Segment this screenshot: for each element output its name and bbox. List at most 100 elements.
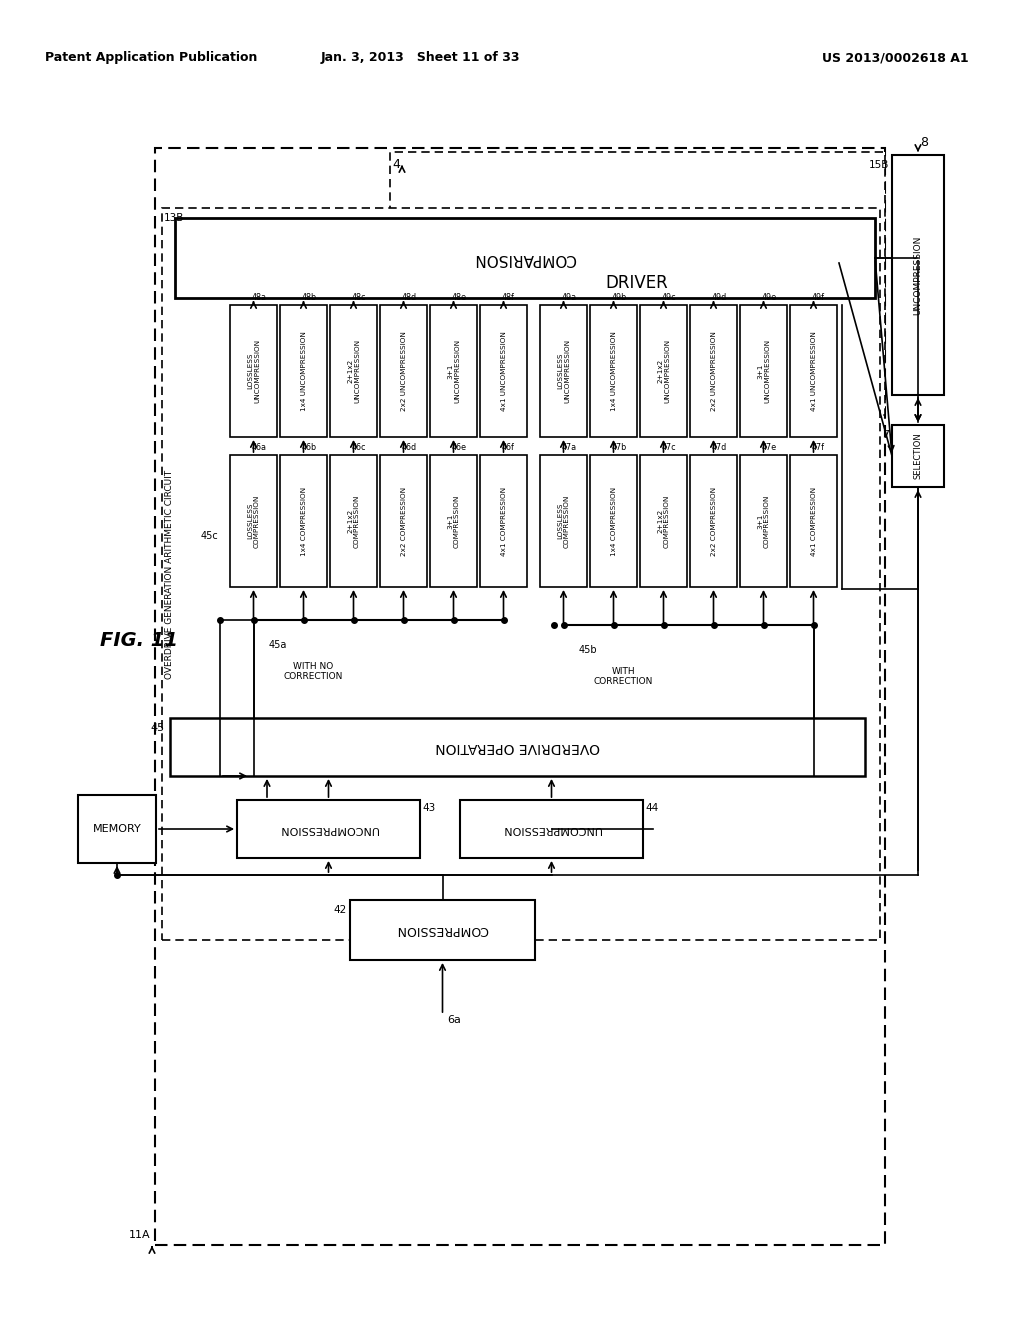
- Text: 48b: 48b: [301, 293, 316, 301]
- Text: 2+1x2
COMPRESSION: 2+1x2 COMPRESSION: [347, 494, 360, 548]
- Bar: [460, 800, 643, 858]
- Text: 47c: 47c: [662, 442, 676, 451]
- Text: 7: 7: [882, 430, 889, 440]
- Text: 43: 43: [422, 803, 435, 813]
- Text: OVERDRIVE GENERATION ARITHMETIC CIRCUIT: OVERDRIVE GENERATION ARITHMETIC CIRCUIT: [165, 470, 173, 678]
- Text: Jan. 3, 2013   Sheet 11 of 33: Jan. 3, 2013 Sheet 11 of 33: [321, 51, 520, 65]
- Text: 4x1 COMPRESSION: 4x1 COMPRESSION: [811, 487, 816, 556]
- Text: 4x1 COMPRESSION: 4x1 COMPRESSION: [501, 487, 507, 556]
- Text: 2x2 COMPRESSION: 2x2 COMPRESSION: [400, 487, 407, 556]
- Bar: [390, 152, 885, 414]
- Bar: [790, 455, 837, 587]
- Bar: [690, 305, 737, 437]
- Text: 1x4 COMPRESSION: 1x4 COMPRESSION: [300, 487, 306, 556]
- Text: 49b: 49b: [611, 293, 627, 301]
- Text: 2x2 COMPRESSION: 2x2 COMPRESSION: [711, 487, 717, 556]
- Bar: [480, 305, 527, 437]
- Text: 48c: 48c: [351, 293, 366, 301]
- Bar: [380, 305, 427, 437]
- Bar: [740, 455, 787, 587]
- Text: WITH NO
CORRECTION: WITH NO CORRECTION: [284, 663, 343, 681]
- Text: 11A: 11A: [128, 1230, 150, 1239]
- Text: 3+1
COMPRESSION: 3+1 COMPRESSION: [447, 494, 460, 548]
- Bar: [78, 795, 156, 863]
- Text: COMPRESSION: COMPRESSION: [396, 924, 488, 936]
- Text: 47a: 47a: [561, 442, 577, 451]
- Bar: [640, 305, 687, 437]
- Text: 1x4 COMPRESSION: 1x4 COMPRESSION: [610, 487, 616, 556]
- Text: 4x1 UNCOMPRESSION: 4x1 UNCOMPRESSION: [811, 331, 816, 411]
- Bar: [280, 455, 327, 587]
- Bar: [430, 305, 477, 437]
- Text: 47d: 47d: [712, 442, 727, 451]
- Text: 46b: 46b: [301, 442, 316, 451]
- Text: UNCOMPRESSION: UNCOMPRESSION: [280, 824, 378, 834]
- Text: 46f: 46f: [502, 442, 514, 451]
- Text: 1x4 UNCOMPRESSION: 1x4 UNCOMPRESSION: [300, 331, 306, 411]
- Bar: [237, 800, 420, 858]
- Bar: [892, 425, 944, 487]
- Text: 8: 8: [920, 136, 928, 149]
- Text: OVERDRIVE OPERATION: OVERDRIVE OPERATION: [435, 741, 600, 754]
- Text: 46d: 46d: [401, 442, 417, 451]
- Bar: [175, 218, 874, 298]
- Bar: [892, 154, 944, 395]
- Bar: [380, 455, 427, 587]
- Bar: [330, 455, 377, 587]
- Text: DRIVER: DRIVER: [605, 275, 669, 292]
- Bar: [162, 209, 880, 940]
- Text: 2x2 UNCOMPRESSION: 2x2 UNCOMPRESSION: [711, 331, 717, 411]
- Bar: [590, 305, 637, 437]
- Text: 48e: 48e: [452, 293, 467, 301]
- Text: 2+1x2
COMPRESSION: 2+1x2 COMPRESSION: [657, 494, 670, 548]
- Text: 6a: 6a: [447, 1015, 462, 1026]
- Text: 2+1x2
UNCOMPRESSION: 2+1x2 UNCOMPRESSION: [347, 339, 360, 403]
- Bar: [480, 455, 527, 587]
- Bar: [540, 455, 587, 587]
- Text: UNCOMPRESSION: UNCOMPRESSION: [913, 235, 923, 314]
- Bar: [640, 455, 687, 587]
- Text: 45: 45: [151, 723, 165, 733]
- Text: 2+1x2
UNCOMPRESSION: 2+1x2 UNCOMPRESSION: [657, 339, 670, 403]
- Bar: [330, 305, 377, 437]
- Text: MEMORY: MEMORY: [92, 824, 141, 834]
- Text: 45c: 45c: [201, 531, 218, 541]
- Bar: [790, 305, 837, 437]
- Text: 46e: 46e: [452, 442, 467, 451]
- Text: 49a: 49a: [561, 293, 577, 301]
- Text: 3+1
UNCOMPRESSION: 3+1 UNCOMPRESSION: [757, 339, 770, 403]
- Text: 42: 42: [334, 906, 347, 915]
- Text: 48a: 48a: [252, 293, 266, 301]
- Text: Patent Application Publication: Patent Application Publication: [45, 51, 257, 65]
- Text: 3+1
COMPRESSION: 3+1 COMPRESSION: [757, 494, 770, 548]
- Bar: [540, 305, 587, 437]
- Bar: [230, 305, 278, 437]
- Text: 4: 4: [392, 157, 400, 170]
- Text: 1x4 UNCOMPRESSION: 1x4 UNCOMPRESSION: [610, 331, 616, 411]
- Text: 48f: 48f: [502, 293, 514, 301]
- Text: 4x1 UNCOMPRESSION: 4x1 UNCOMPRESSION: [501, 331, 507, 411]
- Text: SELECTION: SELECTION: [913, 433, 923, 479]
- Text: 49d: 49d: [712, 293, 727, 301]
- Text: 47e: 47e: [762, 442, 776, 451]
- Text: 45b: 45b: [579, 645, 597, 655]
- Text: 3+1
UNCOMPRESSION: 3+1 UNCOMPRESSION: [447, 339, 460, 403]
- Text: FIG. 11: FIG. 11: [100, 631, 178, 649]
- Text: 44: 44: [645, 803, 658, 813]
- Text: 48d: 48d: [401, 293, 417, 301]
- Text: 46c: 46c: [351, 442, 366, 451]
- Text: UNCOMPRESSION: UNCOMPRESSION: [502, 824, 601, 834]
- Bar: [430, 455, 477, 587]
- Text: COMPARISON: COMPARISON: [474, 251, 577, 265]
- Text: WITH
CORRECTION: WITH CORRECTION: [594, 667, 653, 686]
- Text: 49e: 49e: [762, 293, 776, 301]
- Bar: [155, 148, 885, 1245]
- Text: 47f: 47f: [811, 442, 824, 451]
- Text: LOSSLESS
COMPRESSION: LOSSLESS COMPRESSION: [247, 494, 260, 548]
- Text: LOSSLESS
UNCOMPRESSION: LOSSLESS UNCOMPRESSION: [557, 339, 570, 403]
- Bar: [690, 455, 737, 587]
- Text: 46a: 46a: [252, 442, 266, 451]
- Text: US 2013/0002618 A1: US 2013/0002618 A1: [821, 51, 969, 65]
- Text: 47b: 47b: [611, 442, 627, 451]
- Text: 2x2 UNCOMPRESSION: 2x2 UNCOMPRESSION: [400, 331, 407, 411]
